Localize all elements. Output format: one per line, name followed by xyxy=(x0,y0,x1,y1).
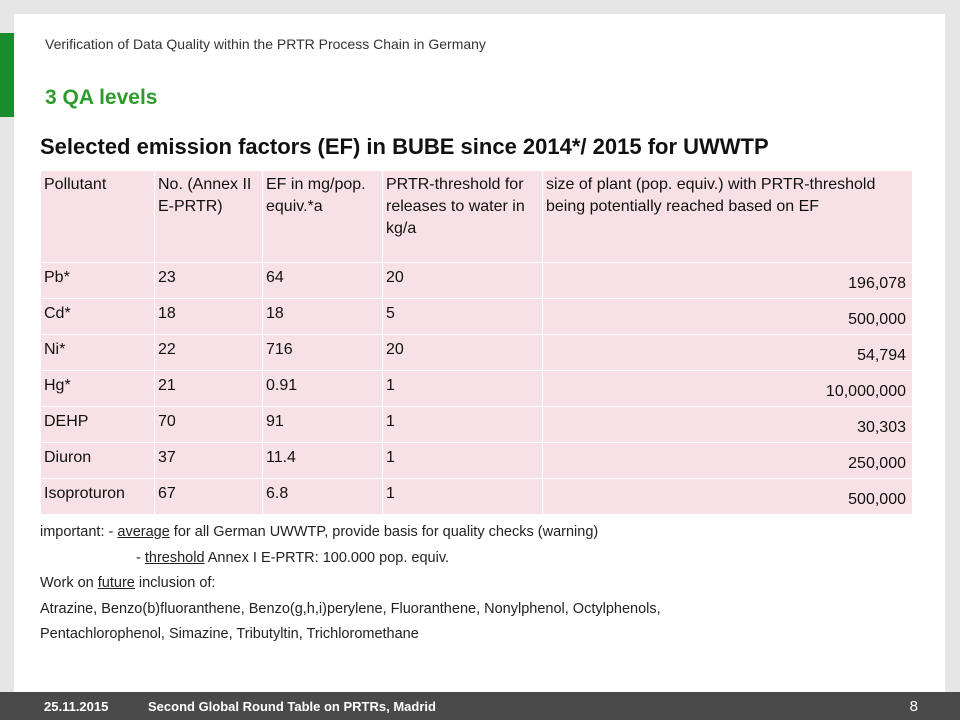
pollutant-cell: Ni* xyxy=(40,334,155,371)
note-line-1: important: - average for all German UWWT… xyxy=(40,520,920,546)
table-cell: 54,794 xyxy=(542,334,913,371)
note-line-3: Work on future inclusion of: xyxy=(40,571,920,597)
note-text: inclusion of: xyxy=(134,575,216,591)
pollutant-cell: Pb* xyxy=(40,262,155,299)
column-header: No. (Annex II E-PRTR) xyxy=(154,170,263,263)
pollutant-cell: DEHP xyxy=(40,406,155,443)
column-header: Pollutant xyxy=(40,170,155,263)
note-text: - xyxy=(104,524,118,540)
table-cell: 37 xyxy=(154,442,263,479)
table-cell: 6.8 xyxy=(262,478,383,515)
table-cell: 11.4 xyxy=(262,442,383,479)
note-text: Work on xyxy=(40,575,98,591)
table-cell: 1 xyxy=(382,442,543,479)
table-cell: 500,000 xyxy=(542,298,913,335)
table-cell: 70 xyxy=(154,406,263,443)
table-cell: 1 xyxy=(382,478,543,515)
table-cell: 67 xyxy=(154,478,263,515)
pollutant-cell: Hg* xyxy=(40,370,155,407)
footer-date: 25.11.2015 xyxy=(44,699,109,714)
note-text: Annex I E-PRTR: 100.000 pop. equiv. xyxy=(204,549,450,566)
table-cell: 30,303 xyxy=(542,406,913,443)
header-title: Verification of Data Quality within the … xyxy=(45,36,486,52)
important-label: important: xyxy=(40,524,105,540)
table-cell: 18 xyxy=(262,298,383,335)
table-cell: 10,000,000 xyxy=(542,370,913,407)
table-cell: 22 xyxy=(154,334,263,371)
table-cell: 5 xyxy=(382,298,543,335)
pollutant-cell: Isoproturon xyxy=(40,478,155,515)
pollutant-cell: Cd* xyxy=(40,298,155,335)
table-cell: 64 xyxy=(262,262,383,299)
table-cell: 1 xyxy=(382,370,543,407)
section-title: 3 QA levels xyxy=(45,86,158,109)
table-cell: 91 xyxy=(262,406,383,443)
table-row: Ni* 22 716 20 54,794 xyxy=(40,334,913,371)
table-cell: 0.91 xyxy=(262,370,383,407)
note-underlined: future xyxy=(97,575,135,591)
table-row: Cd* 18 18 5 500,000 xyxy=(40,298,913,335)
table-cell: 196,078 xyxy=(542,262,913,299)
footer-event: Second Global Round Table on PRTRs, Madr… xyxy=(148,699,436,714)
note-line-2: - threshold Annex I E-PRTR: 100.000 pop.… xyxy=(40,546,920,572)
table-row: Isoproturon 67 6.8 1 500,000 xyxy=(40,478,913,515)
notes: important: - average for all German UWWT… xyxy=(40,520,920,648)
note-underlined: average xyxy=(117,524,170,540)
page-number: 8 xyxy=(909,698,918,715)
table-cell: 18 xyxy=(154,298,263,335)
accent-bar xyxy=(0,33,14,117)
table-cell: 716 xyxy=(262,334,383,371)
table-cell: 20 xyxy=(382,262,543,299)
column-header: EF in mg/pop. equiv.*a xyxy=(262,170,383,263)
column-header: size of plant (pop. equiv.) with PRTR-th… xyxy=(542,170,913,263)
note-line-4: Atrazine, Benzo(b)fluoranthene, Benzo(g,… xyxy=(40,600,661,617)
slide-title: Selected emission factors (EF) in BUBE s… xyxy=(40,134,769,159)
note-underlined: threshold xyxy=(144,549,205,566)
column-header: PRTR-threshold for releases to water in … xyxy=(382,170,543,263)
table-cell: 20 xyxy=(382,334,543,371)
table-cell: 21 xyxy=(154,370,263,407)
table-row: DEHP 70 91 1 30,303 xyxy=(40,406,913,443)
note-text: - xyxy=(136,549,145,566)
footer: 25.11.2015 Second Global Round Table on … xyxy=(0,692,960,720)
table-cell: 500,000 xyxy=(542,478,913,515)
table-cell: 23 xyxy=(154,262,263,299)
table-row: Hg* 21 0.91 1 10,000,000 xyxy=(40,370,913,407)
note-line-5: Pentachlorophenol, Simazine, Tributyltin… xyxy=(40,626,419,642)
table-header-row: Pollutant No. (Annex II E-PRTR) EF in mg… xyxy=(40,170,913,263)
emission-factors-table: Pollutant No. (Annex II E-PRTR) EF in mg… xyxy=(40,170,913,515)
table-cell: 250,000 xyxy=(542,442,913,479)
pollutant-cell: Diuron xyxy=(40,442,155,479)
table-row: Pb* 23 64 20 196,078 xyxy=(40,262,913,299)
table-row: Diuron 37 11.4 1 250,000 xyxy=(40,442,913,479)
table-cell: 1 xyxy=(382,406,543,443)
note-text: for all German UWWTP, provide basis for … xyxy=(169,524,599,540)
